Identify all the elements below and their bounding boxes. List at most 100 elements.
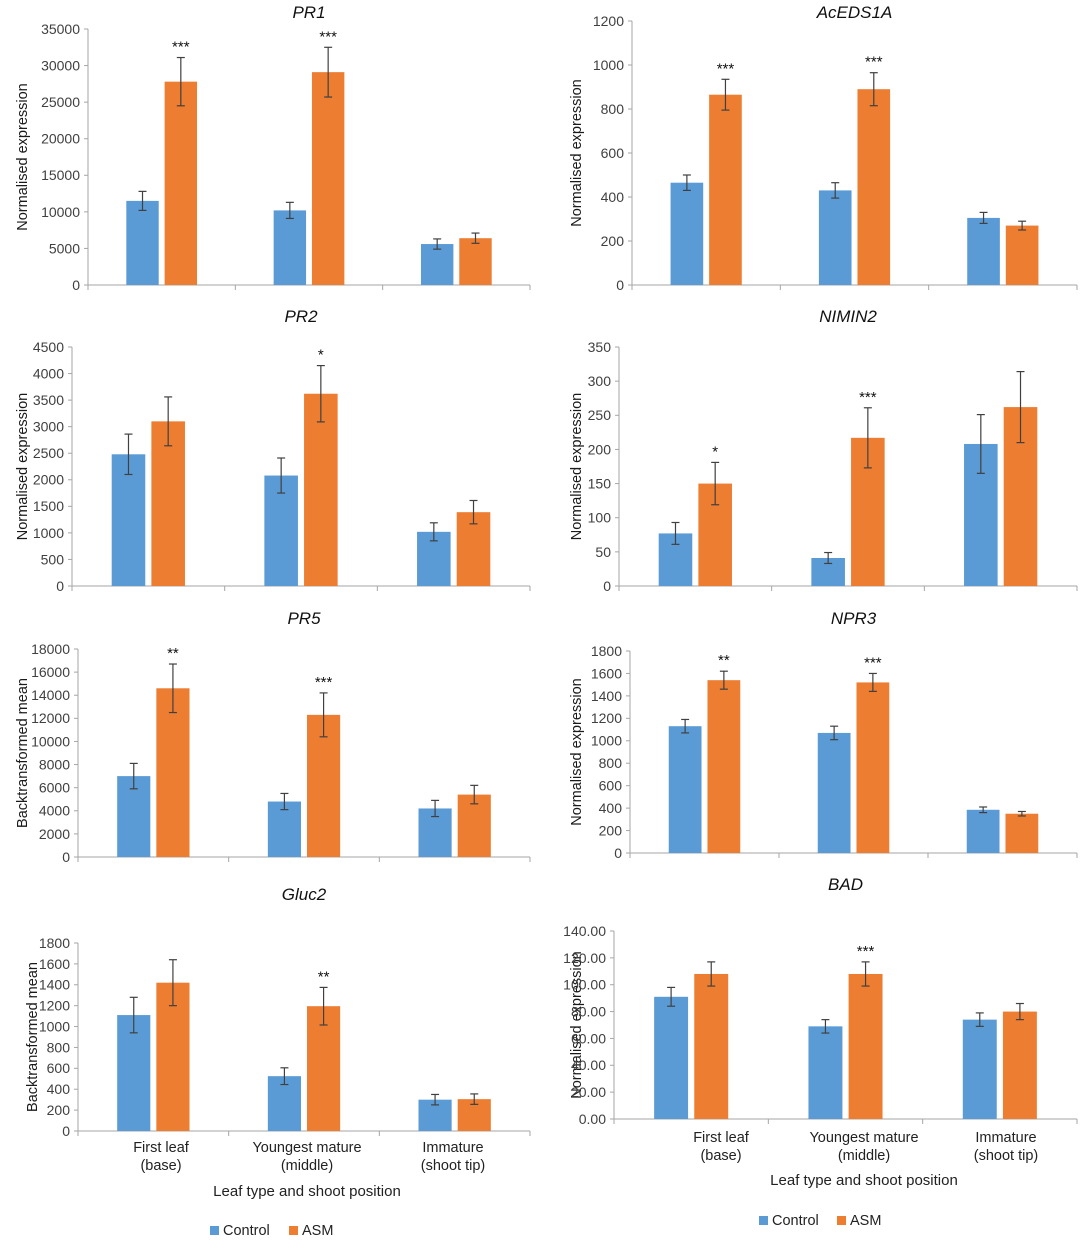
cat-1-line1-left: First leaf — [133, 1140, 190, 1156]
cat-3-line1-left: Immature — [422, 1140, 483, 1156]
bar-asm — [1005, 813, 1039, 853]
y-tick-label: 800 — [601, 101, 625, 117]
cat-2-line2-left: (middle) — [281, 1158, 333, 1174]
bar-asm — [456, 512, 491, 586]
y-tick-label: 1800 — [591, 643, 622, 659]
y-tick-label: 35000 — [41, 21, 80, 37]
y-tick-label: 600 — [599, 778, 623, 794]
y-tick-label: 400 — [47, 1081, 71, 1097]
y-tick-label: 100 — [588, 510, 612, 526]
chart-panel-npr3: NPR3 Normalised expression 0 200 400 600 800 10… — [569, 609, 1078, 861]
y-tick-label: 3000 — [33, 419, 64, 435]
y-tick-label: 200 — [47, 1102, 71, 1118]
legend-label-asm-right: ASM — [850, 1213, 881, 1229]
chart-panel-pr1: PR1 Normalised expression 0 5000 10000 15000 2… — [15, 3, 531, 293]
bar-asm — [848, 973, 883, 1119]
y-axis-label: Normalised expression — [569, 79, 585, 226]
significance-label: * — [318, 347, 324, 364]
significance-label: *** — [857, 943, 875, 960]
y-axis-label: Normalised expression — [569, 951, 585, 1098]
y-tick-label: 200 — [599, 822, 623, 838]
y-tick-label: 20000 — [41, 131, 80, 147]
y-tick-label: 0 — [56, 578, 64, 594]
legend-swatch-control-left — [210, 1226, 219, 1235]
y-tick-label: 12000 — [31, 710, 70, 726]
y-tick-label: 4500 — [33, 339, 64, 355]
bar-control — [117, 1015, 151, 1131]
cat-1-line2-right: (base) — [700, 1148, 741, 1164]
y-tick-label: 0 — [614, 845, 622, 861]
cat-1-line1-right: First leaf — [693, 1130, 750, 1146]
chart-panel-bad: BAD Normalised expression 0.00 20.00 40.00 60… — [563, 875, 1078, 1127]
y-tick-label: 20.00 — [571, 1084, 606, 1100]
bar-asm — [457, 794, 491, 857]
y-tick-label: 1800 — [39, 935, 70, 951]
bar-asm — [707, 680, 741, 853]
y-axis-label: Backtransformed mean — [15, 678, 31, 828]
bar-asm — [1005, 225, 1039, 285]
legend-label-control-left: Control — [223, 1223, 270, 1239]
y-tick-label: 16000 — [31, 664, 70, 680]
bar-asm — [1002, 1011, 1037, 1119]
bar-control — [818, 190, 852, 285]
bar-asm — [694, 973, 729, 1119]
y-tick-label: 1000 — [593, 57, 624, 73]
significance-label: *** — [865, 54, 883, 71]
legend-left: Control ASM — [210, 1223, 333, 1239]
y-tick-label: 4000 — [39, 803, 70, 819]
y-tick-label: 250 — [588, 407, 612, 423]
bar-asm — [307, 1006, 341, 1131]
significance-label: *** — [717, 60, 735, 77]
chart-title: PR1 — [292, 3, 325, 22]
y-tick-label: 0 — [62, 1123, 70, 1139]
y-tick-label: 18000 — [31, 641, 70, 657]
y-tick-label: 300 — [588, 373, 612, 389]
x-axis-title-left: Leaf type and shoot position — [213, 1183, 401, 1200]
y-tick-label: 2500 — [33, 445, 64, 461]
chart-title: AcEDS1A — [816, 3, 893, 22]
cat-2-line1-right: Youngest mature — [809, 1130, 918, 1146]
cat-2-line1-left: Youngest mature — [252, 1140, 361, 1156]
legend-swatch-control-right — [759, 1216, 768, 1225]
bar-control — [817, 732, 851, 853]
bar-control — [966, 809, 1000, 853]
x-axis-title-right: Leaf type and shoot position — [770, 1172, 958, 1189]
y-tick-label: 1200 — [39, 998, 70, 1014]
y-tick-label: 1400 — [591, 688, 622, 704]
significance-label: ** — [167, 645, 179, 662]
y-tick-label: 100.00 — [563, 977, 606, 993]
chart-panel-gluc2: Gluc2 Backtransformed mean 0 200 400 600 800 10… — [25, 885, 531, 1139]
y-axis-label: Normalised expression — [15, 83, 31, 230]
y-tick-label: 140.00 — [563, 923, 606, 939]
y-tick-label: 14000 — [31, 687, 70, 703]
y-tick-label: 200 — [588, 441, 612, 457]
y-tick-label: 1000 — [33, 525, 64, 541]
y-tick-label: 150 — [588, 475, 612, 491]
y-tick-label: 0.00 — [579, 1111, 606, 1127]
y-tick-label: 1000 — [39, 1018, 70, 1034]
significance-label: *** — [859, 389, 877, 406]
bar-control — [267, 1076, 301, 1131]
significance-label: *** — [315, 674, 333, 691]
y-tick-label: 350 — [588, 339, 612, 355]
y-tick-label: 1500 — [33, 498, 64, 514]
y-tick-label: 25000 — [41, 94, 80, 110]
y-tick-label: 1200 — [591, 710, 622, 726]
chart-title: NPR3 — [831, 609, 877, 628]
y-tick-label: 50 — [595, 544, 611, 560]
bar-asm — [709, 94, 742, 285]
y-tick-label: 80.00 — [571, 1003, 606, 1019]
cat-3-line2-left: (shoot tip) — [421, 1158, 485, 1174]
y-tick-label: 500 — [41, 551, 65, 567]
bar-control — [117, 776, 151, 857]
y-tick-label: 600 — [601, 145, 625, 161]
y-tick-label: 40.00 — [571, 1057, 606, 1073]
chart-panel-nimin2: NIMIN2 Normalised expression 0 50 100 150 200 2… — [569, 307, 1078, 594]
y-tick-label: 120.00 — [563, 950, 606, 966]
bar-asm — [856, 682, 890, 853]
bar-asm — [459, 238, 492, 285]
bar-control — [267, 801, 301, 857]
chart-panel-pr2: PR2 Normalised expression 0 500 1000 1500 2000… — [15, 307, 531, 594]
bar-asm — [156, 688, 190, 857]
